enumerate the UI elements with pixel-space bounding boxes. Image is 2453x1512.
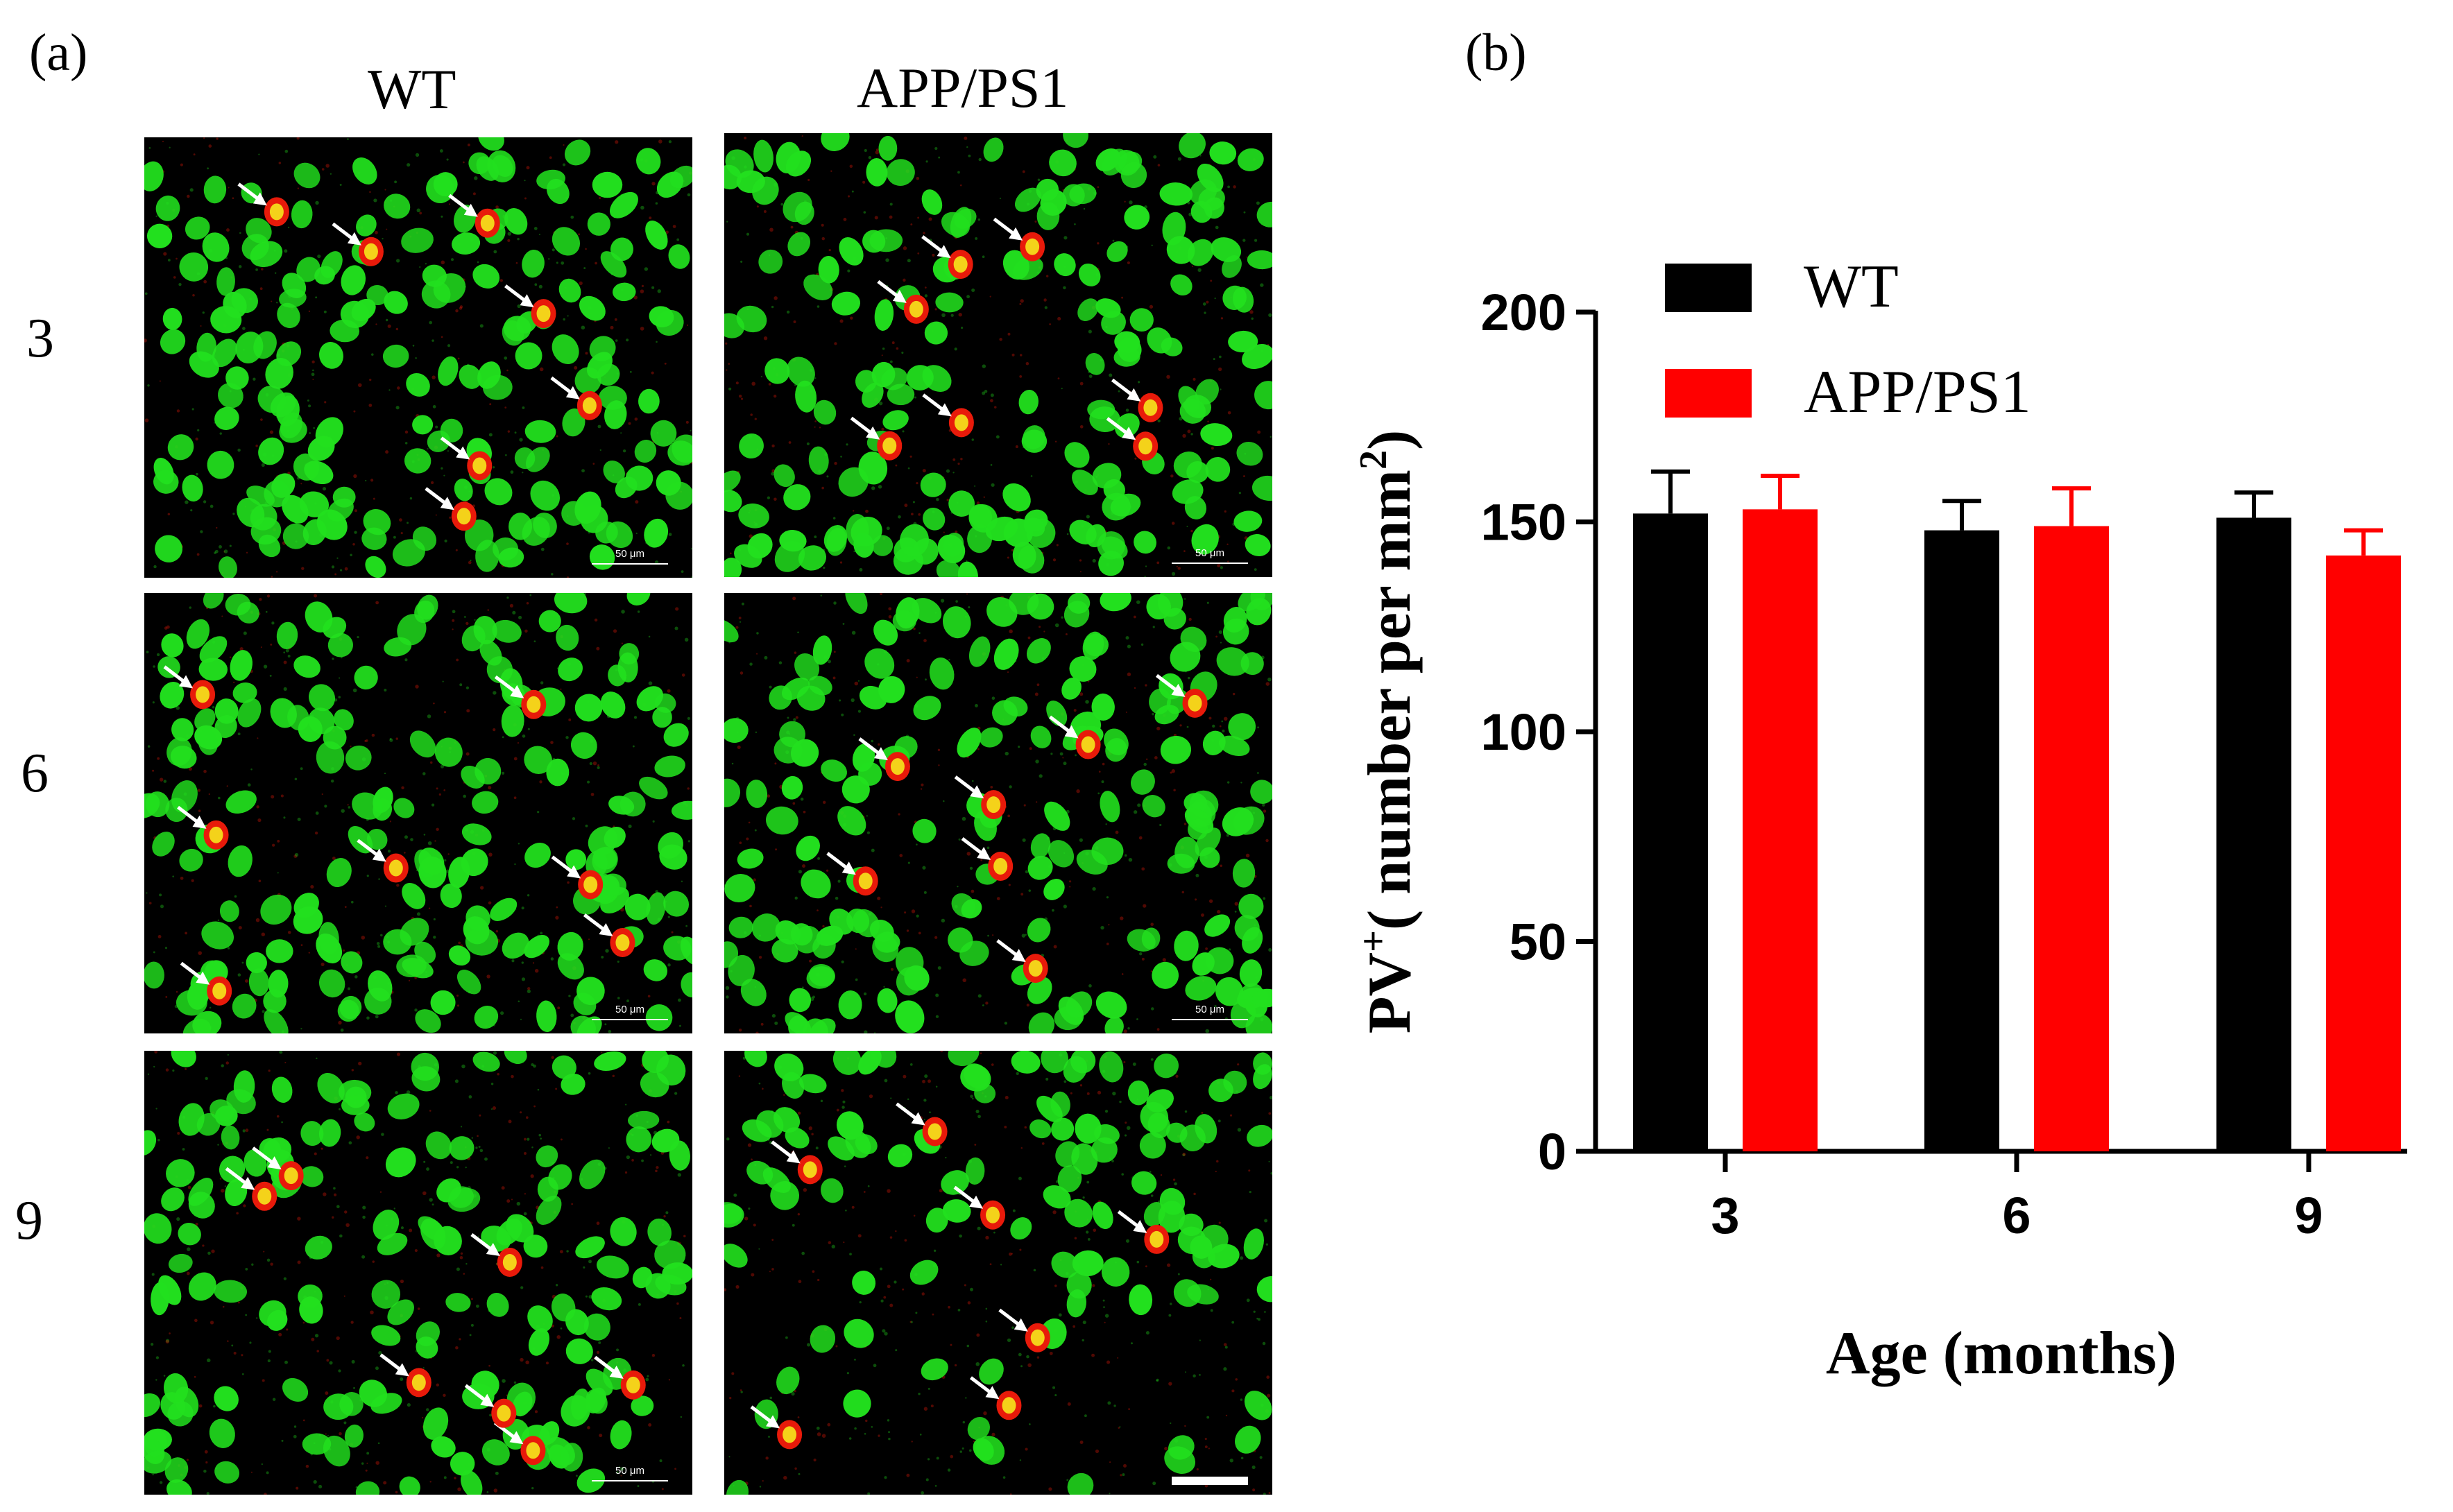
y-axis-label: PV+( number per mm2) bbox=[1360, 430, 1424, 1034]
x-tick-label: 9 bbox=[2294, 1187, 2323, 1244]
svg-text:50 μm: 50 μm bbox=[1195, 547, 1224, 559]
micrograph-app-6: 50 μm bbox=[724, 593, 1272, 1033]
panel-b-label: (b) bbox=[1465, 24, 1527, 82]
micrograph-app-3: 50 μm bbox=[724, 133, 1272, 577]
y-tick-label: 0 bbox=[1538, 1123, 1566, 1180]
bar-wt-3 bbox=[1633, 513, 1708, 1151]
bar-wt-6 bbox=[1924, 530, 1999, 1151]
svg-text:50 μm: 50 μm bbox=[615, 548, 644, 560]
legend-label-app-ps1: APP/PS1 bbox=[1804, 359, 2031, 426]
row-label-9-months: 9 bbox=[15, 1190, 43, 1251]
bar-app-ps1-6 bbox=[2034, 526, 2109, 1151]
y-tick-label: 200 bbox=[1481, 284, 1566, 341]
bar-wt-9 bbox=[2216, 517, 2291, 1151]
svg-text:50 μm: 50 μm bbox=[615, 1004, 644, 1015]
column-label-wt: WT bbox=[368, 58, 456, 121]
legend-swatch-wt bbox=[1665, 264, 1752, 312]
legend-label-wt: WT bbox=[1804, 253, 1899, 320]
x-tick-label: 6 bbox=[2002, 1187, 2031, 1244]
micrograph-app-9 bbox=[724, 1051, 1272, 1495]
legend-swatch-app-ps1 bbox=[1665, 369, 1752, 418]
row-label-6-months: 6 bbox=[21, 743, 49, 804]
bar-app-ps1-3 bbox=[1743, 509, 1818, 1151]
y-tick-label: 150 bbox=[1481, 494, 1566, 551]
column-label-app-ps1: APP/PS1 bbox=[857, 56, 1069, 119]
svg-text:50 μm: 50 μm bbox=[1195, 1004, 1224, 1015]
micrograph-wt-9: 50 μm bbox=[144, 1051, 692, 1495]
panel-a-label: (a) bbox=[29, 24, 88, 82]
y-tick-label: 100 bbox=[1481, 703, 1566, 761]
row-label-3-months: 3 bbox=[26, 308, 54, 369]
x-tick-label: 3 bbox=[1711, 1187, 1739, 1244]
pv-bar-chart: 0 50 100 150 200 3 6 9 Age (months) PV+( number p… bbox=[1360, 253, 2407, 1387]
y-tick-label: 50 bbox=[1510, 913, 1566, 971]
svg-text:50 μm: 50 μm bbox=[615, 1465, 644, 1477]
micrograph-wt-6: 50 μm bbox=[144, 593, 692, 1033]
micrograph-wt-3: 50 μm bbox=[144, 137, 692, 578]
x-axis-label: Age (months) bbox=[1826, 1320, 2177, 1387]
bar-app-ps1-9 bbox=[2326, 555, 2401, 1151]
